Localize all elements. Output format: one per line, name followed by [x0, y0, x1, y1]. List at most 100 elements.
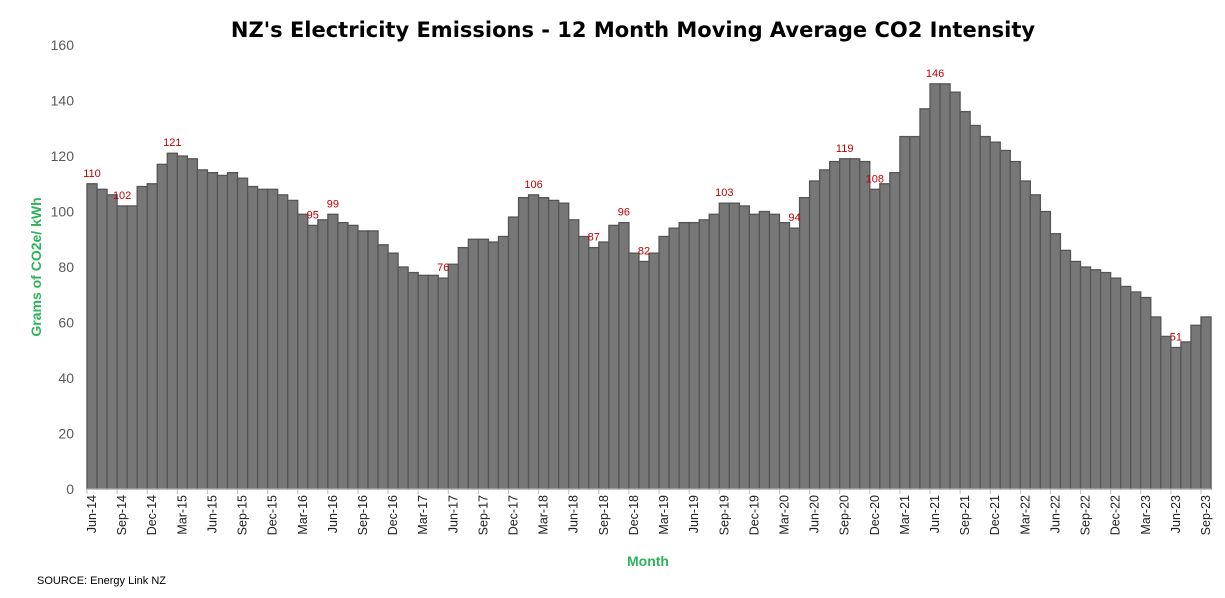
bar: [658, 235, 670, 490]
bar: [638, 260, 650, 490]
bar: [457, 246, 470, 490]
bar: [708, 213, 720, 490]
x-tick-label: Mar-19: [657, 495, 671, 535]
x-tick-label: Jun-23: [1169, 495, 1183, 533]
bar: [989, 141, 1001, 490]
x-tick-label: Sep-22: [1079, 495, 1093, 535]
bar: [547, 199, 560, 490]
bar: [236, 177, 249, 490]
y-tick-label: 160: [51, 37, 75, 53]
bar: [106, 194, 118, 490]
bar: [718, 202, 730, 490]
x-tick-label: Jun-16: [326, 495, 340, 533]
bar: [327, 213, 339, 490]
bar: [738, 205, 751, 490]
bar: [678, 221, 690, 490]
bar: [1069, 260, 1082, 490]
x-tick-label: Dec-16: [386, 495, 400, 535]
bar: [337, 221, 349, 490]
bar: [186, 158, 199, 490]
x-tick-label: Dec-15: [266, 495, 280, 535]
bar: [367, 230, 379, 490]
bar: [136, 185, 148, 490]
bar: [939, 83, 951, 490]
bar: [96, 188, 108, 490]
y-axis: 0 20 40 60 80 100 120 140 160: [51, 37, 75, 497]
x-tick-label: Mar-22: [1018, 495, 1032, 535]
bar: [377, 244, 389, 490]
x-tick-label: Sep-20: [838, 495, 852, 535]
x-tick-label: Mar-18: [537, 495, 551, 535]
bar: [839, 158, 851, 490]
x-tick-label: Sep-17: [476, 495, 490, 535]
data-label: 76: [437, 262, 449, 274]
bar: [758, 210, 771, 490]
bar: [1140, 296, 1152, 490]
bar: [828, 160, 841, 490]
data-label: 121: [163, 137, 181, 149]
bar: [999, 149, 1011, 490]
bar: [317, 219, 329, 490]
chart-title: NZ's Electricity Emissions - 12 Month Mo…: [231, 18, 1035, 42]
x-tick-label: Sep-16: [356, 495, 370, 535]
bar: [517, 196, 530, 490]
bar: [1130, 291, 1142, 490]
source-note: SOURCE: Energy Link NZ: [37, 575, 166, 587]
x-tick-label: Mar-17: [416, 495, 430, 535]
x-tick-label: Sep-15: [236, 495, 250, 535]
data-label: 87: [588, 232, 600, 244]
bar: [507, 216, 520, 490]
y-tick-label: 20: [58, 426, 74, 442]
bar: [808, 180, 821, 490]
x-tick-label: Jun-14: [85, 495, 99, 533]
bar: [196, 169, 209, 490]
bar: [1099, 271, 1112, 490]
bar: [1059, 249, 1072, 490]
x-tick-label: Dec-14: [145, 495, 159, 535]
y-tick-label: 140: [51, 93, 75, 109]
x-tick-label: Dec-21: [988, 495, 1002, 535]
x-tick-label: Dec-17: [507, 495, 521, 535]
data-label: 96: [618, 207, 630, 219]
x-tick-label: Jun-17: [446, 495, 460, 533]
bar: [256, 188, 269, 490]
bar: [1079, 266, 1092, 490]
bar: [417, 274, 429, 490]
bar: [427, 274, 439, 490]
bar: [1190, 324, 1202, 490]
data-label: 51: [1170, 331, 1182, 343]
y-tick-label: 60: [58, 315, 74, 331]
data-label: 103: [715, 187, 733, 199]
y-tick-label: 120: [51, 148, 75, 164]
bar: [1109, 277, 1122, 490]
x-tick-label: Jun-19: [687, 495, 701, 533]
bar: [1019, 180, 1032, 490]
bar: [407, 271, 419, 490]
bar: [859, 160, 871, 490]
bar: [578, 235, 590, 490]
bar: [899, 135, 911, 490]
x-tick-label: Mar-15: [175, 495, 189, 535]
bars: [86, 83, 1212, 490]
bar: [246, 185, 259, 490]
data-label: 110: [83, 168, 101, 180]
bar: [778, 221, 791, 490]
bar: [467, 238, 480, 490]
bar: [86, 183, 98, 490]
x-axis-label: Month: [627, 553, 669, 569]
x-tick-label: Mar-20: [777, 495, 791, 535]
bar: [798, 196, 811, 490]
bar: [1120, 285, 1132, 490]
bar: [1160, 335, 1172, 490]
bar: [748, 213, 761, 490]
data-labels: 110 102 121 95 99 76 106 87 96 82 103 94 119 108 146 51: [83, 68, 1182, 344]
data-label: 102: [113, 190, 131, 202]
bar: [1170, 346, 1182, 490]
x-tick-label: Dec-22: [1109, 495, 1123, 535]
bar: [969, 124, 981, 490]
x-tick-label: Sep-19: [717, 495, 731, 535]
x-tick-label: Mar-23: [1139, 495, 1153, 535]
bar: [979, 135, 991, 490]
y-tick-label: 0: [66, 481, 74, 497]
bar: [357, 230, 369, 490]
